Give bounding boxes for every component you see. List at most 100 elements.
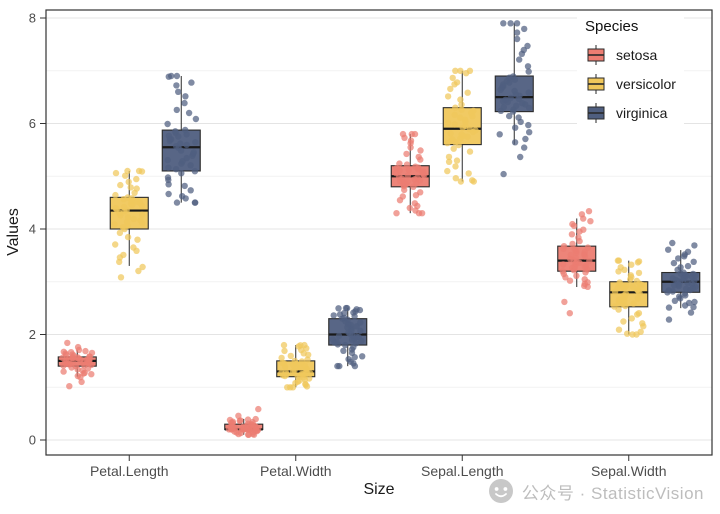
jitter-point	[342, 341, 349, 349]
jitter-point	[117, 274, 125, 281]
jitter-point	[513, 35, 521, 43]
jitter-point	[584, 244, 592, 251]
jitter-point	[466, 148, 474, 155]
jitter-point	[117, 181, 124, 189]
jitter-point	[134, 236, 141, 243]
points-virginica-Petal.Width	[329, 304, 366, 370]
axes: 0 2 4 6 8 Petal.Length Petal.Width Sepal.Length…	[29, 11, 667, 480]
watermark-text: 公众号 · StatisticVision	[521, 483, 704, 503]
jitter-point	[188, 79, 195, 86]
y-tick-label: 6	[29, 116, 36, 131]
jitter-point	[521, 25, 528, 33]
jitter-point	[522, 135, 529, 143]
jitter-point	[616, 279, 623, 286]
jitter-point	[567, 251, 574, 259]
points-virginica-Sepal.Width	[664, 239, 699, 323]
jitter-point	[452, 163, 459, 170]
points-versicolor-Petal.Width	[278, 341, 314, 391]
jitter-point	[187, 187, 194, 194]
jitter-point	[517, 153, 524, 161]
jitter-point	[633, 277, 640, 285]
jitter-point	[684, 248, 692, 255]
jitter-point	[181, 99, 188, 107]
jitter-point	[452, 104, 459, 111]
jitter-point	[79, 367, 86, 374]
jitter-point	[578, 211, 586, 218]
jitter-point	[130, 244, 137, 251]
jitter-point	[291, 357, 298, 365]
x-tick-label: Petal.Length	[90, 463, 169, 479]
jitter-point	[133, 175, 140, 183]
jitter-point	[516, 56, 523, 63]
jitter-point	[466, 67, 474, 75]
jitter-point	[470, 107, 477, 115]
jitter-point	[181, 182, 188, 190]
jitter-point	[515, 114, 522, 121]
jitter-point	[635, 258, 643, 265]
jitter-point	[340, 347, 347, 354]
jitter-point	[226, 416, 234, 424]
jitter-point	[521, 144, 528, 151]
jitter-point	[568, 231, 576, 238]
jitter-point	[130, 215, 137, 223]
jitter-point	[116, 229, 124, 237]
y-tick-label: 4	[29, 222, 36, 237]
jitter-point	[403, 161, 411, 168]
jitter-point	[82, 347, 89, 355]
jitter-point	[173, 82, 180, 89]
jitter-point	[124, 214, 132, 221]
jitter-point	[457, 114, 464, 121]
jitter-point	[513, 29, 521, 36]
jitter-point	[451, 111, 458, 119]
jitter-point	[453, 79, 461, 86]
jitter-point	[560, 261, 567, 268]
jitter-point	[676, 293, 683, 300]
jitter-point	[414, 174, 421, 181]
jitter-point	[60, 368, 67, 375]
points-virginica-Sepal.Length	[496, 20, 533, 178]
jitter-point	[336, 362, 343, 370]
jitter-point	[669, 239, 676, 247]
jitter-point	[191, 168, 199, 175]
jitter-point	[330, 312, 337, 319]
jitter-point	[500, 20, 507, 27]
y-axis-title: Values	[5, 208, 22, 256]
jitter-point	[519, 100, 526, 107]
jitter-point	[457, 67, 464, 75]
jitter-point	[444, 93, 452, 100]
jitter-point	[615, 326, 623, 333]
y-tick-label: 8	[29, 11, 36, 26]
jitter-point	[586, 257, 593, 265]
wechat-official-account-icon	[488, 479, 513, 503]
jitter-point	[287, 352, 294, 360]
jitter-point	[465, 170, 472, 177]
jitter-point	[301, 341, 308, 349]
legend-label: virginica	[616, 105, 668, 121]
jitter-point	[164, 120, 171, 128]
jitter-point	[449, 136, 456, 143]
jitter-point	[165, 190, 172, 198]
jitter-point	[569, 240, 576, 248]
jitter-point	[173, 72, 181, 80]
jitter-point	[88, 371, 95, 378]
jitter-point	[165, 132, 173, 139]
jitter-point	[458, 101, 465, 108]
jitter-point	[357, 327, 364, 335]
jitter-point	[72, 363, 79, 370]
jitter-point	[510, 73, 517, 80]
jitter-point	[415, 153, 422, 161]
jitter-point	[134, 198, 141, 205]
legend: Species setosa versicolor virginica	[577, 14, 684, 137]
jitter-point	[561, 298, 568, 306]
jitter-point	[453, 157, 461, 164]
jitter-point	[513, 102, 520, 109]
jitter-point	[691, 298, 698, 306]
jitter-point	[452, 175, 459, 182]
jitter-point	[500, 170, 507, 178]
jitter-point	[585, 208, 593, 215]
legend-item-virginica: virginica	[585, 102, 676, 124]
jitter-point	[191, 199, 199, 206]
jitter-point	[411, 200, 418, 207]
jitter-point	[407, 137, 415, 144]
